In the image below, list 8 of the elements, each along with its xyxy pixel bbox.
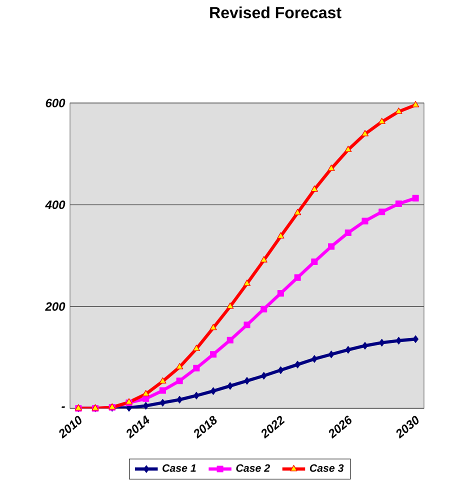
- y-tick-label: 400: [45, 200, 66, 210]
- chart-title: Revised Forecast: [210, 6, 342, 18]
- y-tick-label: 200: [45, 302, 66, 311]
- legend-label: Case 3: [310, 464, 344, 472]
- legend-label: Case 2: [236, 464, 270, 472]
- legend-label: Case 1: [162, 464, 196, 472]
- y-tick-label: -: [62, 406, 65, 408]
- y-tick-label: 600: [46, 98, 66, 108]
